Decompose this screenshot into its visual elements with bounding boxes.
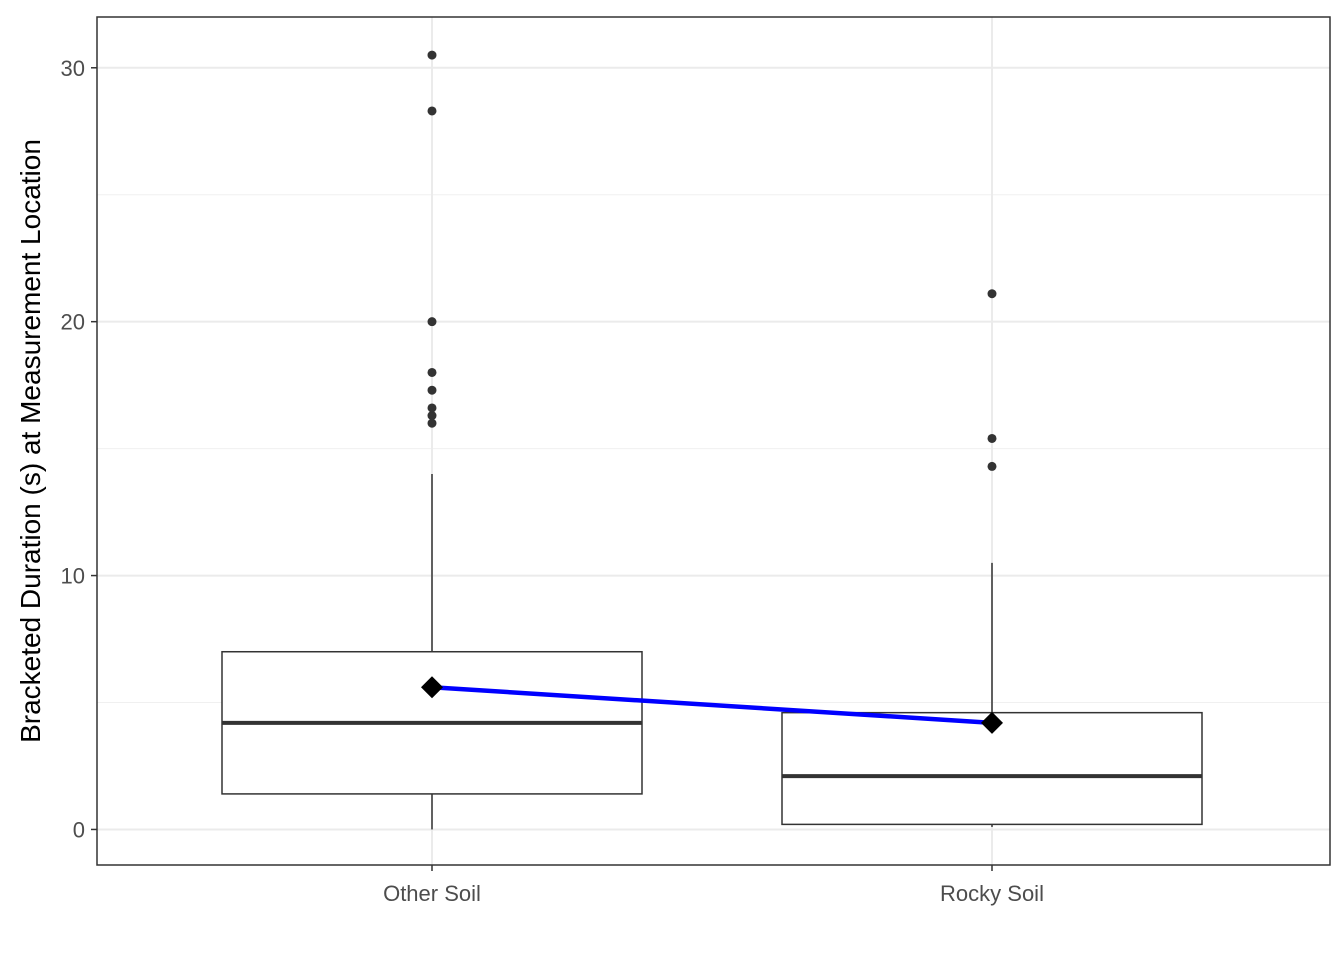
y-tick-label: 20 bbox=[61, 310, 85, 335]
x-axis: Other Soil Rocky Soil bbox=[383, 865, 1044, 906]
outlier-point bbox=[987, 461, 997, 471]
x-tick-label: Rocky Soil bbox=[940, 881, 1044, 906]
outlier-point bbox=[987, 289, 997, 299]
mean-marker bbox=[421, 676, 443, 699]
y-tick-label: 10 bbox=[61, 564, 85, 589]
outlier-point bbox=[427, 418, 437, 428]
y-tick-label: 0 bbox=[73, 817, 85, 842]
mean-marker bbox=[981, 711, 1003, 734]
outlier-point bbox=[427, 385, 437, 395]
y-axis-title: Bracketed Duration (s) at Measurement Lo… bbox=[15, 139, 46, 743]
outlier-point bbox=[427, 411, 437, 421]
boxes bbox=[221, 50, 1203, 830]
y-tick-label: 30 bbox=[61, 56, 85, 81]
x-tick-label: Other Soil bbox=[383, 881, 481, 906]
outlier-point bbox=[427, 50, 437, 60]
outlier-point bbox=[427, 106, 437, 116]
outlier-point bbox=[987, 433, 997, 443]
outlier-point bbox=[427, 403, 437, 413]
panel-border bbox=[96, 16, 1331, 866]
mean-line bbox=[431, 685, 993, 726]
y-axis: 0 10 20 30 bbox=[61, 56, 97, 842]
outlier-point bbox=[427, 367, 437, 377]
outlier-point bbox=[427, 317, 437, 327]
mean-markers bbox=[421, 676, 1003, 734]
